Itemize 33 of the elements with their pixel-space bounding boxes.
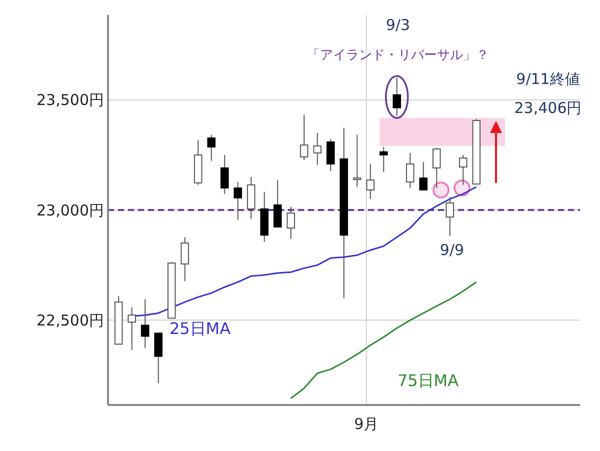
candlestick	[234, 182, 242, 220]
y-tick-label: 22,500円	[36, 311, 104, 330]
candlestick	[300, 114, 308, 160]
series-label: 25日MA	[169, 319, 231, 338]
candlestick	[220, 154, 229, 194]
candlestick	[180, 236, 190, 282]
candlestick	[207, 134, 216, 162]
candlestick	[406, 152, 414, 188]
candlestick	[273, 180, 282, 228]
text: 9/11終値	[516, 70, 580, 88]
candlestick	[326, 138, 335, 172]
candlestick	[366, 163, 375, 200]
candlestick	[286, 206, 296, 240]
y-tick-label: 23,500円	[36, 91, 104, 110]
candlestick	[392, 77, 402, 116]
candlestick	[313, 132, 322, 166]
text: 75日MA	[397, 371, 459, 390]
annotation: 9/9	[440, 241, 464, 259]
y-tick-label: 23,000円	[36, 201, 104, 220]
candlestick	[352, 134, 362, 188]
candlestick	[154, 332, 163, 384]
annotation: 9/3	[386, 16, 410, 34]
candlestick	[128, 306, 136, 351]
line-series	[290, 281, 478, 400]
candlestick	[140, 298, 150, 349]
candlestick	[419, 161, 428, 190]
candlestick	[432, 147, 441, 188]
candlestick	[446, 196, 454, 236]
annotation: 「アイランド・リバーサル」？	[307, 48, 489, 63]
x-tick-label: 9月	[354, 415, 379, 433]
candlestick	[458, 154, 468, 186]
candlestick	[379, 146, 388, 172]
text: 23,406円	[514, 99, 582, 117]
